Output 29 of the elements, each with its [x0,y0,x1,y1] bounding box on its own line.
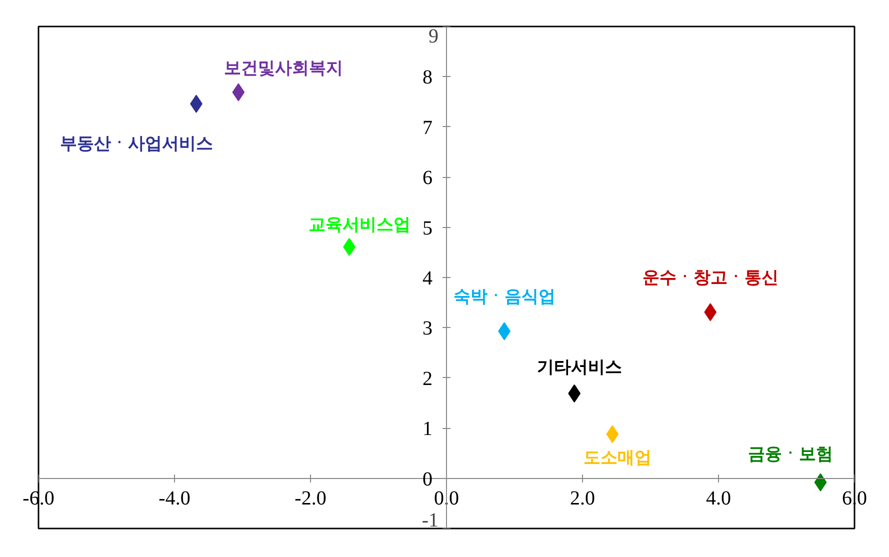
y-tick-label: 5 [422,217,432,240]
x-tick-label: 4.0 [706,488,731,510]
y-tick-label: 3 [422,318,432,340]
series-label: 보건및사회복지 [224,58,343,78]
point [704,303,717,322]
y-tick-label: 0 [422,468,432,490]
series-label: 숙박ㆍ음식업 [453,287,556,308]
x-tick-label: 0.0 [434,488,459,510]
y-tick-label: 7 [422,116,432,139]
series-label: 부동산ㆍ사업서비스 [60,134,213,154]
series-label: 교육서비스업 [308,214,410,235]
point [232,83,245,102]
y-tick-label: 1 [422,418,432,440]
series-label: 금융ㆍ보험 [748,444,833,464]
y-tick-label: 8 [422,66,432,89]
x-tick-label: 2.0 [570,488,595,510]
y-tick-label: 4 [422,268,432,290]
point [606,425,619,444]
point [814,473,827,492]
series-label: 기타서비스 [536,357,622,378]
y-tick-label: 9 [428,26,438,48]
series-label: 운수ㆍ창고ㆍ통신 [642,268,778,288]
y-tick-label: 2 [422,368,432,390]
x-tick-label: -4.0 [158,488,190,510]
point [568,384,581,402]
y-tick-label: -1 [422,510,439,532]
series-label: 도소매업 [583,448,652,468]
y-tick-label: 6 [422,167,432,190]
x-tick-label: -2.0 [294,488,326,510]
